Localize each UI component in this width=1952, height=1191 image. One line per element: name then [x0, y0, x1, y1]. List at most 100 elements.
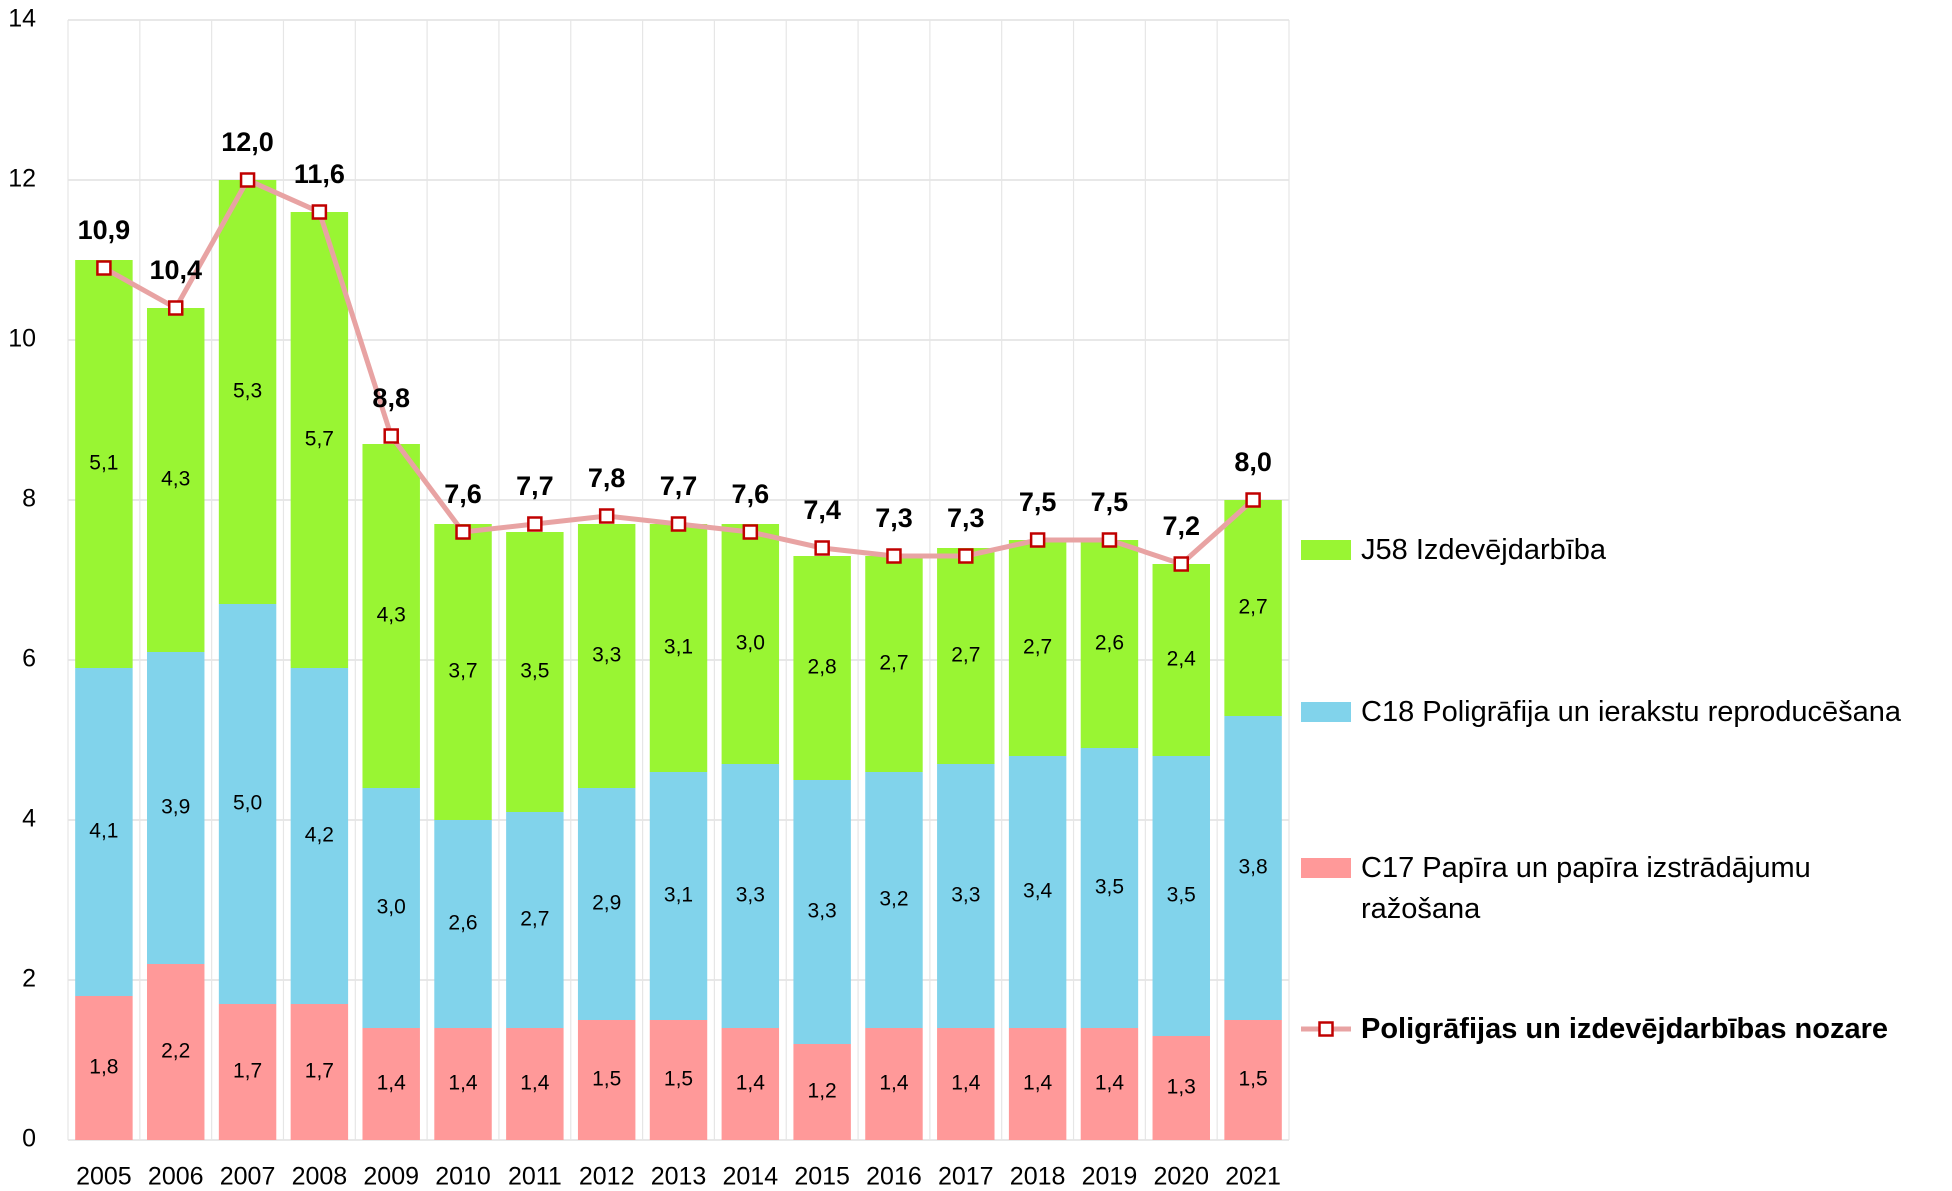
- bar-segment: [865, 1028, 923, 1140]
- line-value-label: 8,8: [372, 383, 410, 413]
- legend-swatch: [1301, 1019, 1351, 1039]
- line-marker: [886, 548, 902, 564]
- bar-value-label: 1,5: [1238, 1068, 1267, 1091]
- line-marker: [167, 300, 184, 316]
- line-value-label: 8,0: [1234, 447, 1272, 477]
- line-marker: [1029, 532, 1046, 548]
- bar-value-label: 4,1: [89, 820, 118, 843]
- bar-segment: [75, 996, 133, 1140]
- legend-swatch: [1301, 702, 1351, 722]
- bar-segment: [793, 556, 851, 780]
- line-marker: [1173, 556, 1190, 572]
- bar-segment: [1152, 1036, 1210, 1140]
- bar-segment: [1224, 1020, 1282, 1140]
- bar-segment: [721, 764, 780, 1028]
- x-tick-label: 2014: [723, 1163, 779, 1191]
- bar-segment: [793, 780, 851, 1044]
- y-tick-label: 14: [8, 5, 36, 33]
- bar-segment: [290, 212, 349, 668]
- bar-segment: [1152, 564, 1210, 756]
- x-tick-label: 2013: [651, 1163, 707, 1191]
- bar-segment: [1008, 540, 1067, 756]
- bar-value-label: 1,4: [951, 1072, 981, 1095]
- y-tick-label: 0: [22, 1125, 36, 1153]
- bar-value-label: 3,8: [1238, 856, 1267, 879]
- line-value-label: 7,5: [1091, 487, 1129, 517]
- bar-segment: [147, 652, 205, 964]
- legend-marker: [1318, 1021, 1334, 1037]
- bar-segment: [1080, 1028, 1139, 1140]
- x-tick-label: 2017: [938, 1163, 994, 1191]
- bar-segment: [577, 1020, 636, 1140]
- bar-segment: [218, 604, 277, 1004]
- bar-value-label: 1,8: [89, 1056, 118, 1079]
- bar-segment: [218, 1004, 277, 1140]
- bar-segment: [649, 524, 708, 772]
- x-tick-label: 2019: [1082, 1163, 1138, 1191]
- bar-segment: [1152, 756, 1210, 1036]
- line-marker: [239, 172, 256, 188]
- bar-value-label: 1,4: [377, 1072, 407, 1095]
- legend-line-icon: [1301, 1021, 1351, 1037]
- bar-value-label: 2,7: [951, 644, 980, 667]
- bar-value-label: 2,9: [592, 892, 621, 915]
- legend-item: C18 Poligrāfija un ierakstu reproducēšan…: [1301, 692, 1906, 733]
- x-tick-label: 2012: [579, 1163, 635, 1191]
- bar-segment: [75, 260, 133, 668]
- line-value-label: 7,4: [803, 495, 841, 525]
- bar-value-label: 1,3: [1167, 1076, 1196, 1099]
- x-tick-label: 2008: [292, 1163, 348, 1191]
- bar-segment: [1080, 540, 1139, 748]
- line-marker: [742, 524, 759, 540]
- bar-segment: [75, 668, 133, 996]
- bar-value-label: 4,2: [305, 824, 334, 847]
- x-tick-label: 2020: [1153, 1163, 1209, 1191]
- legend-item: J58 Izdevējdarbība: [1301, 530, 1906, 571]
- bar-value-label: 1,5: [592, 1068, 621, 1091]
- line-marker: [814, 540, 830, 556]
- bar-value-label: 1,5: [664, 1068, 693, 1091]
- legend-label: C18 Poligrāfija un ierakstu reproducēšan…: [1361, 696, 1902, 728]
- bar-value-label: 2,7: [1023, 636, 1052, 659]
- bar-segment: [937, 1028, 995, 1140]
- y-tick-label: 8: [22, 485, 36, 513]
- line-value-label: 7,2: [1162, 511, 1200, 541]
- bar-segment: [577, 788, 636, 1020]
- bar-value-label: 1,2: [808, 1080, 837, 1103]
- bar-segment: [506, 532, 564, 812]
- legend-item: Poligrāfijas un izdevējdarbības nozare: [1301, 1009, 1906, 1050]
- y-tick-label: 6: [22, 645, 36, 673]
- bar-value-label: 2,4: [1167, 648, 1197, 671]
- line-value-label: 7,3: [947, 503, 985, 533]
- bar-value-label: 3,3: [592, 644, 621, 667]
- bar-segment: [506, 1028, 564, 1140]
- bar-value-label: 5,1: [89, 452, 118, 475]
- bar-value-label: 2,8: [808, 656, 837, 679]
- line-value-label: 7,6: [732, 479, 770, 509]
- bar-segment: [290, 668, 349, 1004]
- bar-value-label: 3,5: [1095, 876, 1124, 899]
- line-value-label: 10,9: [78, 215, 131, 245]
- legend-label: C17 Papīra un papīra izstrādājumu ražoša…: [1361, 852, 1811, 925]
- bar-segment: [649, 1020, 708, 1140]
- line-value-label: 7,3: [875, 503, 913, 533]
- x-tick-label: 2006: [148, 1163, 204, 1191]
- line-value-label: 7,7: [516, 471, 554, 501]
- line-value-label: 11,6: [294, 159, 345, 189]
- y-tick-label: 10: [8, 325, 36, 353]
- legend-item: C17 Papīra un papīra izstrādājumu ražoša…: [1301, 848, 1906, 930]
- x-tick-label: 2016: [866, 1163, 922, 1191]
- bar-value-label: 3,3: [808, 900, 837, 923]
- bar-value-label: 2,2: [161, 1040, 190, 1063]
- bar-value-label: 2,7: [520, 908, 549, 931]
- line-marker: [670, 516, 687, 532]
- bar-segment: [362, 1028, 420, 1140]
- bar-segment: [1224, 716, 1282, 1020]
- bar-value-label: 1,4: [448, 1072, 478, 1095]
- legend-swatch: [1301, 540, 1351, 560]
- bar-value-label: 5,0: [233, 792, 262, 815]
- line-value-label: 7,5: [1019, 487, 1057, 517]
- bar-value-label: 3,1: [664, 884, 693, 907]
- bar-value-label: 3,7: [448, 660, 477, 683]
- bar-segment: [793, 1044, 851, 1140]
